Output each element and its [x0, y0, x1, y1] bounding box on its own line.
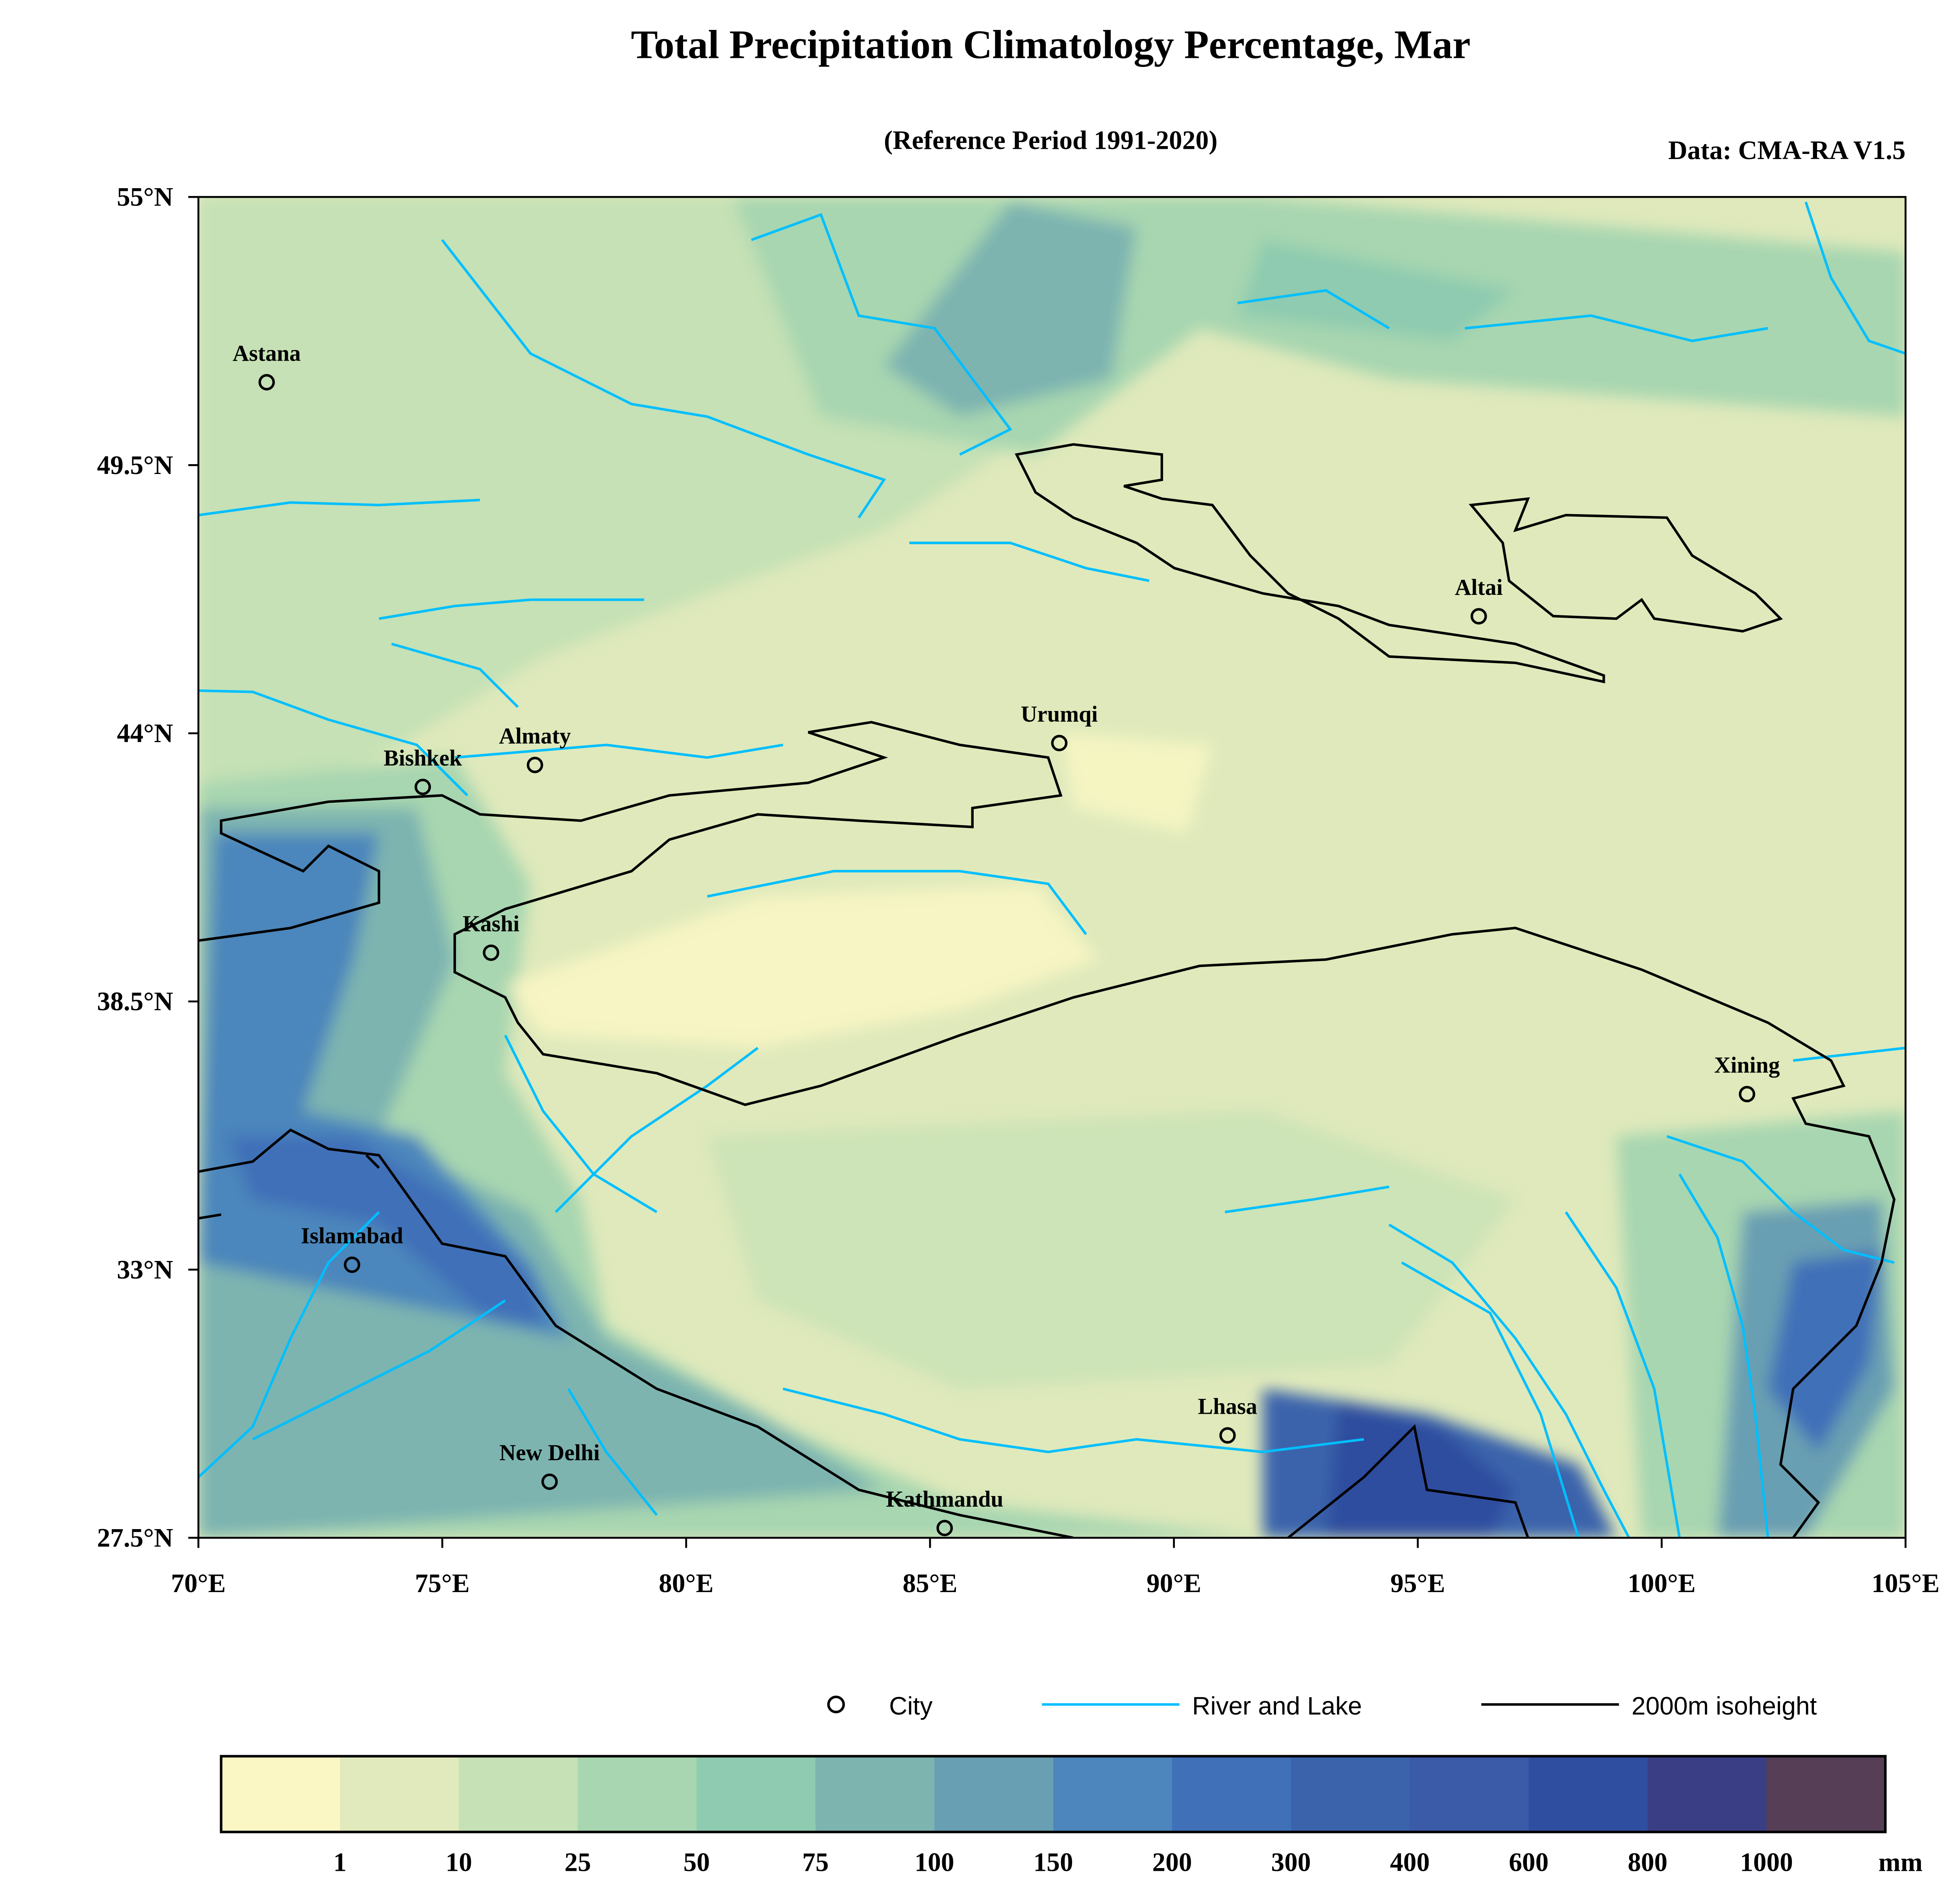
colorbar-segment: [1766, 1756, 1886, 1832]
city-label: Altai: [1455, 575, 1503, 600]
colorbar-unit: mm: [1878, 1848, 1923, 1877]
city-marker: [541, 1473, 558, 1490]
legend: City River and Lake 2000m isoheight: [827, 1692, 1817, 1720]
colorbar-segment: [934, 1756, 1054, 1832]
colorbar-label: 50: [684, 1848, 710, 1877]
colorbar-segment: [459, 1756, 578, 1832]
lon-tick-label: 100°E: [1628, 1568, 1696, 1598]
colorbar-segment: [1291, 1756, 1411, 1832]
city-marker: [414, 778, 431, 795]
data-source: Data: CMA-RA V1.5: [1668, 135, 1906, 165]
isoheight-2000m: [198, 443, 1896, 1538]
lat-tick-label: 49.5°N: [97, 450, 173, 480]
lon-tick-label: 85°E: [903, 1568, 958, 1598]
legend-river: River and Lake: [1192, 1692, 1362, 1720]
colorbar-segment: [1410, 1756, 1530, 1832]
legend-isoheight: 2000m isoheight: [1632, 1692, 1817, 1720]
lat-tick-label: 33°N: [117, 1255, 173, 1284]
colorbar-label: 25: [565, 1848, 591, 1877]
colorbar-label: 300: [1271, 1848, 1311, 1877]
colorbar-segment: [697, 1756, 816, 1832]
city-marker: [258, 374, 275, 391]
lat-tick-label: 38.5°N: [97, 987, 173, 1016]
city-markers: Astana Almaty Bishkek Urumqi Altai Kashi Xinin…: [233, 341, 1780, 1537]
lon-tick-label: 105°E: [1871, 1568, 1940, 1598]
colorbar-segment: [1053, 1756, 1173, 1832]
colorbar-segment: [340, 1756, 460, 1832]
map-subtitle: (Reference Period 1991-2020): [884, 125, 1218, 155]
lat-tick-label: 55°N: [117, 182, 173, 212]
lon-tick-label: 75°E: [415, 1568, 470, 1598]
lon-tick-label: 90°E: [1147, 1568, 1201, 1598]
city-marker: [483, 944, 500, 961]
rivers-and-lakes: [198, 202, 1906, 1538]
city-label: Kashi: [463, 911, 519, 936]
lon-tick-label: 95°E: [1390, 1568, 1445, 1598]
map-area: Astana Almaty Bishkek Urumqi Altai Kashi Xinin…: [198, 197, 1906, 1538]
lat-tick-label: 27.5°N: [97, 1523, 173, 1553]
city-label: Xining: [1714, 1053, 1780, 1078]
colorbar-segment: [815, 1756, 935, 1832]
colorbar-segment: [221, 1756, 341, 1832]
lon-tick-label: 70°E: [171, 1568, 226, 1598]
map-frame: [197, 196, 1907, 1539]
city-legend-icon: [827, 1695, 845, 1713]
city-marker: [936, 1520, 953, 1537]
colorbar-label: 100: [915, 1848, 954, 1877]
colorbar-label: 800: [1628, 1848, 1667, 1877]
colorbar-label: 1: [333, 1848, 347, 1877]
city-label: Astana: [233, 341, 301, 366]
colorbar-label: 200: [1152, 1848, 1192, 1877]
lat-tick-label: 44°N: [117, 718, 173, 748]
legend-city: City: [889, 1692, 932, 1720]
colorbar-label: 75: [802, 1848, 829, 1877]
city-label: Almaty: [499, 724, 571, 749]
colorbar-segment: [1647, 1756, 1767, 1832]
colorbar-label: 1000: [1740, 1848, 1793, 1877]
city-marker: [344, 1256, 360, 1273]
city-marker: [526, 757, 543, 773]
precip-contours: [198, 197, 1906, 1538]
map-axes: 70°E 75°E 80°E 85°E 90°E 95°E 100°E 105°E 55°N 49…: [97, 182, 1940, 1598]
lon-tick-label: 80°E: [659, 1568, 713, 1598]
city-marker: [1470, 608, 1487, 625]
colorbar-label: 150: [1034, 1848, 1073, 1877]
colorbar-segment: [1528, 1756, 1649, 1832]
colorbar-frame: [220, 1755, 1887, 1833]
colorbar: 1 10 25 50 75 100 150 200 300 400 600 800 1000 mm: [220, 1755, 1923, 1877]
city-label: Urumqi: [1021, 702, 1098, 727]
colorbar-segment: [1172, 1756, 1292, 1832]
city-label: New Delhi: [499, 1441, 600, 1465]
city-label: Bishkek: [383, 746, 462, 770]
city-marker: [1739, 1086, 1755, 1102]
city-marker: [1219, 1427, 1236, 1444]
colorbar-label: 10: [446, 1848, 472, 1877]
city-label: Lhasa: [1198, 1394, 1257, 1419]
map-title: Total Precipitation Climatology Percenta…: [631, 23, 1471, 67]
city-label: Kathmandu: [886, 1487, 1003, 1512]
colorbar-label: 400: [1390, 1848, 1430, 1877]
colorbar-segment: [578, 1756, 697, 1832]
city-label: Islamabad: [301, 1224, 403, 1248]
colorbar-label: 600: [1509, 1848, 1549, 1877]
city-marker: [1051, 735, 1068, 752]
